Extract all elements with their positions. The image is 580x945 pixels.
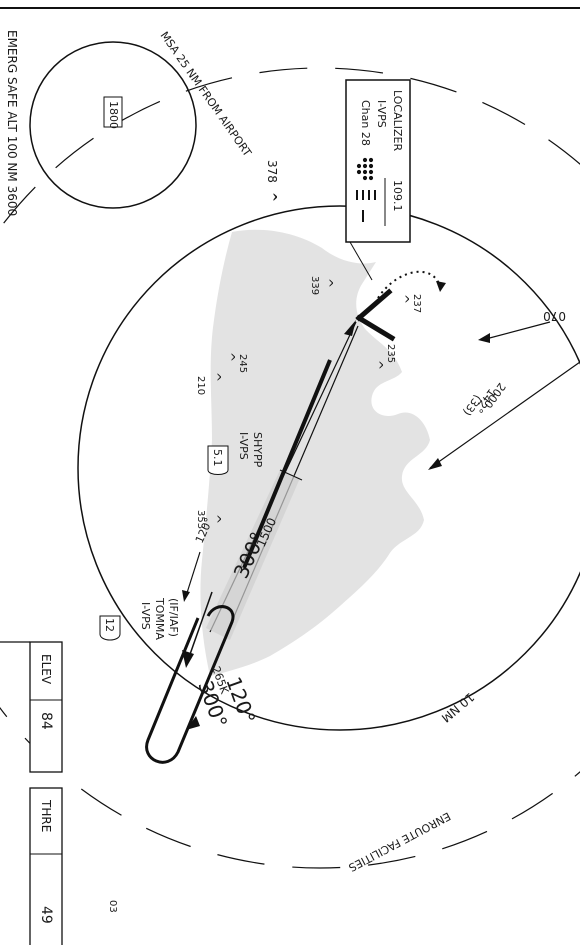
obstacle-237: 237 bbox=[411, 294, 422, 313]
localizer-ident: I-VPS bbox=[375, 100, 388, 128]
localizer-leader bbox=[349, 241, 373, 281]
obstacle-353-mark: ^ bbox=[209, 514, 223, 524]
feeder-distance: (33) bbox=[460, 392, 484, 418]
final-course-arrowhead bbox=[344, 320, 356, 336]
obstacle-339-mark: ^ bbox=[321, 278, 335, 288]
route-070 bbox=[481, 321, 551, 341]
approach-stipple bbox=[206, 470, 300, 640]
localizer-channel: Chan 28 bbox=[359, 100, 372, 146]
obstacle-210: 210 bbox=[195, 376, 206, 395]
msa-altitude-box bbox=[103, 96, 123, 128]
shypp-dme-box bbox=[207, 445, 229, 475]
thre-value: 49 bbox=[38, 906, 54, 924]
page-ref: 03 bbox=[107, 900, 118, 913]
route-070-label: 070 bbox=[543, 309, 566, 323]
shypp-ident: I-VPS bbox=[237, 432, 250, 460]
msa-label: MSA 25 NM FROM AIRPORT bbox=[158, 29, 254, 159]
obstacle-210-mark: ^ bbox=[209, 372, 223, 382]
tomma-name: TOMMA bbox=[153, 597, 166, 640]
obstacle-353: 353 bbox=[195, 510, 206, 529]
hold-arrow-2 bbox=[186, 716, 200, 730]
airport-info: ELEV 84 THRE 49 bbox=[29, 641, 63, 945]
msa-altitude: 1800 bbox=[107, 101, 120, 129]
feeder-route bbox=[429, 361, 580, 469]
enroute-ring bbox=[0, 67, 580, 869]
thre-label: THRE bbox=[39, 799, 53, 832]
msa-circle bbox=[29, 41, 197, 209]
obstacle-245-mark: ^ bbox=[223, 352, 237, 362]
shypp-fix[interactable]: SHYPP I-VPS 5.1 bbox=[207, 432, 264, 475]
localizer-title: LOCALIZER bbox=[391, 90, 404, 151]
route-070-arrow bbox=[478, 333, 490, 343]
outbound-120-line bbox=[185, 551, 201, 597]
obstacle-378: 378 bbox=[265, 160, 279, 183]
morse-code bbox=[356, 157, 376, 222]
obstacle-339: 339 bbox=[309, 276, 320, 295]
obstacle-235-mark: ^ bbox=[371, 360, 385, 370]
obstacles: 378 ^ 339 ^ 237 ^ 235 ^ 245 ^ 210 ^ 353 … bbox=[195, 160, 422, 529]
outbound-120-arrow bbox=[182, 590, 190, 602]
obstacle-symbol: ^ bbox=[265, 192, 279, 202]
shypp-fix-mark bbox=[279, 469, 303, 481]
localizer-frequency: 109.1 bbox=[391, 180, 404, 212]
shypp-distance: 5.1 bbox=[211, 449, 224, 467]
ring-label: 10 NM bbox=[439, 690, 477, 725]
tomma-fix[interactable]: (IF/IAF) TOMMA I-VPS 12 bbox=[99, 597, 180, 641]
thre-box bbox=[29, 787, 63, 945]
final-course-bold bbox=[242, 359, 332, 569]
tomma-dme-box bbox=[99, 615, 121, 641]
obstacle-235: 235 bbox=[385, 344, 396, 363]
obstacle-245: 245 bbox=[237, 354, 248, 373]
runway bbox=[355, 288, 396, 342]
localizer-box bbox=[345, 79, 411, 243]
feeder-arrow bbox=[428, 458, 442, 470]
holding-pattern bbox=[145, 605, 235, 764]
elev-value: 84 bbox=[38, 712, 54, 730]
obstacle-237-mark: ^ bbox=[397, 294, 411, 304]
elev-label: ELEV bbox=[39, 654, 53, 685]
tomma-distance: 12 bbox=[103, 618, 116, 632]
shypp-name: SHYPP bbox=[251, 432, 264, 468]
tomma-ident: I-VPS bbox=[139, 602, 152, 630]
emerg-safe-alt: EMERG SAFE ALT 100 NM 3600 bbox=[5, 30, 19, 216]
missed-approach-arrow bbox=[436, 281, 446, 292]
elev-box bbox=[29, 641, 63, 773]
enroute-label: ENROUTE FACILITIES bbox=[346, 809, 452, 874]
iaf-connector bbox=[187, 591, 213, 661]
tomma-role: (IF/IAF) bbox=[167, 598, 180, 637]
ten-nm-ring bbox=[77, 205, 580, 731]
